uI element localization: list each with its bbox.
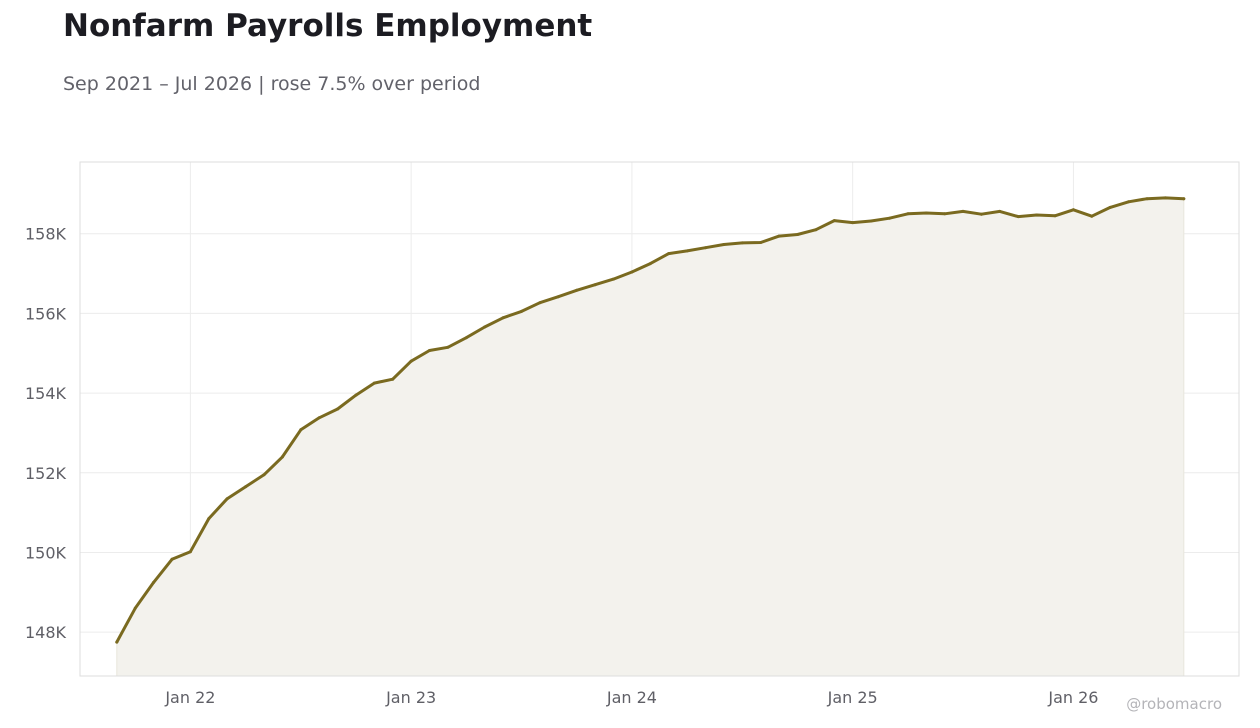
data-point xyxy=(1053,214,1057,218)
y-tick-label: 148K xyxy=(25,623,67,642)
data-point xyxy=(888,216,891,220)
data-point xyxy=(1108,205,1112,209)
y-tick-label: 156K xyxy=(25,304,67,323)
data-point xyxy=(372,381,376,385)
data-point xyxy=(115,640,119,644)
data-point xyxy=(1071,208,1075,212)
chart-title: Nonfarm Payrolls Employment xyxy=(63,8,593,44)
data-point xyxy=(409,359,413,363)
data-point xyxy=(225,497,229,501)
plot-frame xyxy=(79,161,1240,677)
data-point xyxy=(317,416,321,420)
data-point xyxy=(924,211,928,215)
data-point xyxy=(612,277,615,281)
data-point xyxy=(280,455,284,459)
series-area-fill xyxy=(116,197,1184,676)
data-point xyxy=(1016,215,1020,219)
x-tick-label: Jan 26 xyxy=(1047,688,1098,707)
data-point xyxy=(152,580,156,584)
data-point xyxy=(777,234,781,238)
data-point xyxy=(354,393,358,397)
data-point xyxy=(740,241,744,245)
data-point xyxy=(943,212,947,216)
data-point xyxy=(428,349,431,352)
data-point xyxy=(814,228,818,232)
y-tick-label: 158K xyxy=(25,225,67,244)
data-point xyxy=(556,295,560,299)
data-point xyxy=(207,517,211,521)
data-point xyxy=(630,270,634,274)
x-tick-label: Jan 22 xyxy=(164,688,215,707)
data-point xyxy=(188,550,192,554)
data-point xyxy=(520,309,523,313)
data-point xyxy=(170,557,174,561)
x-tick-label: Jan 24 xyxy=(606,688,657,707)
data-point xyxy=(464,336,468,340)
y-tick-label: 150K xyxy=(25,543,67,562)
data-point xyxy=(1035,213,1039,217)
data-point xyxy=(1127,200,1131,204)
data-point xyxy=(391,377,395,381)
x-tick-label: Jan 25 xyxy=(827,688,878,707)
data-point xyxy=(869,219,873,223)
data-point xyxy=(722,243,726,246)
data-point xyxy=(1182,197,1186,201)
data-point xyxy=(262,473,266,477)
data-point xyxy=(979,212,983,216)
data-point xyxy=(832,219,836,223)
data-point xyxy=(704,246,707,250)
data-point xyxy=(998,209,1002,213)
data-point xyxy=(575,288,579,292)
data-point xyxy=(299,428,303,432)
data-point xyxy=(501,316,505,320)
data-point xyxy=(336,407,340,411)
data-point xyxy=(667,252,671,256)
data-point xyxy=(244,485,248,489)
data-point xyxy=(648,262,652,266)
data-point xyxy=(1090,214,1094,218)
chart-subtitle: Sep 2021 – Jul 2026 | rose 7.5% over per… xyxy=(63,73,481,95)
data-point xyxy=(538,301,542,305)
data-point xyxy=(483,325,487,329)
y-tick-label: 152K xyxy=(25,464,67,483)
credit-watermark: @robomacro xyxy=(1126,695,1222,713)
data-point xyxy=(685,249,689,253)
data-point xyxy=(446,345,450,349)
data-point xyxy=(759,241,763,244)
data-point xyxy=(796,233,799,236)
data-point xyxy=(906,212,910,216)
data-point xyxy=(961,209,965,213)
y-tick-label: 154K xyxy=(25,384,67,403)
data-point xyxy=(851,221,855,225)
data-point xyxy=(593,283,597,287)
data-point xyxy=(133,606,137,610)
data-point xyxy=(1145,197,1149,201)
data-point xyxy=(1163,196,1167,200)
x-tick-label: Jan 23 xyxy=(385,688,436,707)
